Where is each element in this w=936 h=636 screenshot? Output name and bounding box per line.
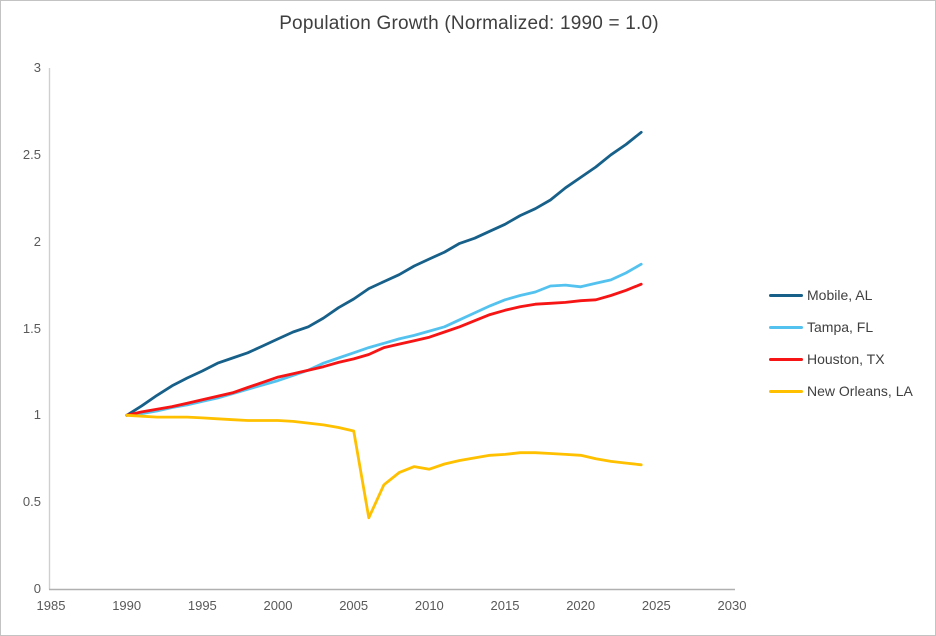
legend-label: Tampa, FL — [807, 319, 874, 335]
chart-title: Population Growth (Normalized: 1990 = 1.… — [279, 13, 659, 34]
x-tick-label: 2025 — [641, 598, 671, 613]
y-tick-label: 3 — [33, 60, 41, 75]
x-tick-label: 2010 — [414, 598, 444, 613]
y-tick-label: 1 — [33, 407, 41, 423]
legend-label: Mobile, AL — [807, 287, 873, 303]
series-line-mobile-al — [125, 130, 643, 417]
x-tick-label: 1985 — [36, 598, 66, 613]
legend-item-mobile-al: Mobile, AL — [769, 286, 872, 304]
y-tick-label: 0 — [33, 581, 41, 596]
y-tick-label: 1.5 — [22, 320, 41, 336]
y-tick-label: 2 — [33, 233, 41, 249]
legend-item-houston-tx: Houston, TX — [769, 350, 885, 368]
legend-swatch-houston-tx — [769, 357, 803, 361]
x-tick-label: 1990 — [112, 598, 142, 613]
x-tick-label: 2020 — [566, 598, 596, 613]
x-tick-label: 1995 — [187, 598, 217, 613]
x-tick-label: 2000 — [263, 598, 293, 613]
series-line-tampa-fl — [125, 262, 643, 417]
y-tick-label: 0.5 — [22, 494, 41, 510]
legend-item-tampa-fl: Tampa, FL — [769, 318, 873, 336]
legend-label: New Orleans, LA — [807, 383, 913, 399]
x-tick-label: 2030 — [717, 598, 747, 613]
legend-item-new-orleans-la: New Orleans, LA — [769, 382, 913, 400]
series-line-houston-tx — [125, 282, 643, 417]
x-tick-label: 2005 — [339, 598, 369, 613]
legend-swatch-new-orleans-la — [769, 389, 803, 393]
y-tick-label: 2.5 — [22, 146, 41, 162]
series-line-new-orleans-la — [125, 413, 643, 520]
legend-swatch-mobile-al — [769, 293, 803, 297]
x-tick-label: 2015 — [490, 598, 520, 613]
legend-label: Houston, TX — [807, 351, 885, 367]
legend-swatch-tampa-fl — [769, 325, 803, 329]
